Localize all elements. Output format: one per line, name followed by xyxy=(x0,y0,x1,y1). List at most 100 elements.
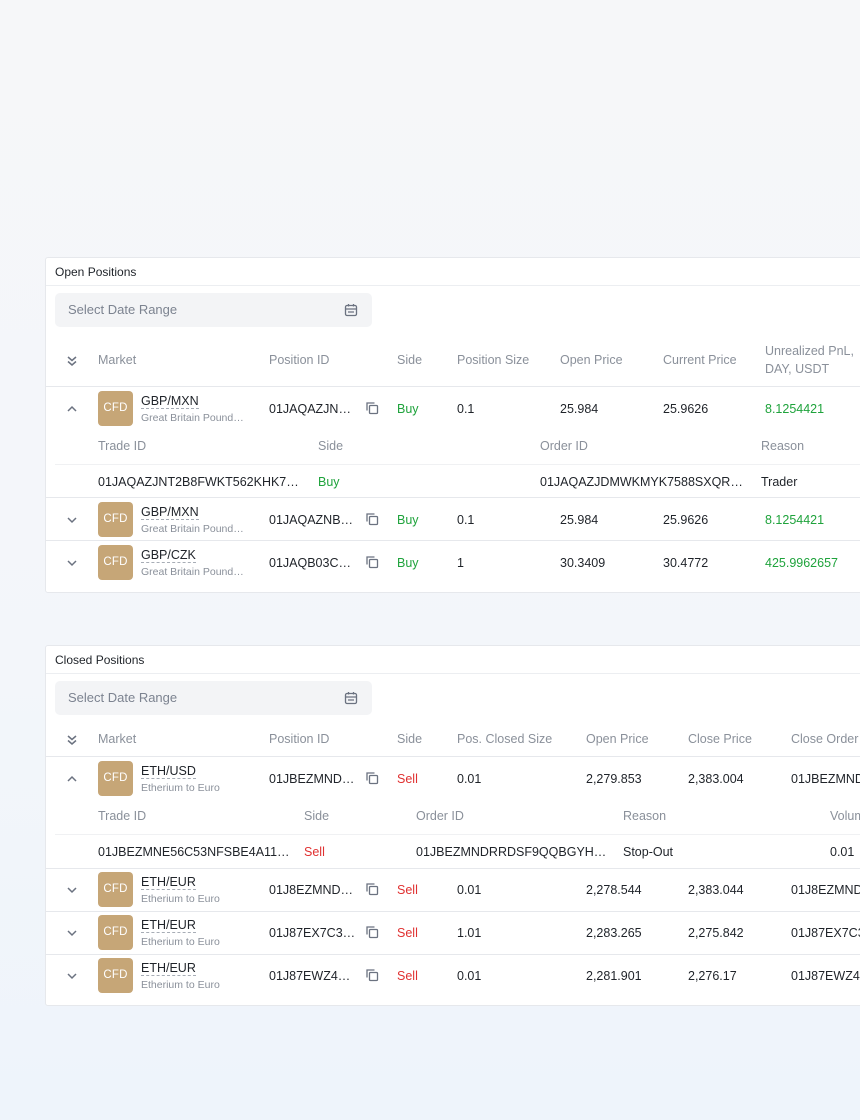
market-name: Great Britain Pound… xyxy=(141,523,244,535)
close-price-value: 2,275.842 xyxy=(688,926,744,940)
market-symbol[interactable]: ETH/EUR xyxy=(141,875,196,890)
market-symbol[interactable]: ETH/USD xyxy=(141,764,196,779)
detail-header-order-id: Order ID xyxy=(416,809,464,823)
open-price-value: 25.984 xyxy=(560,513,599,527)
position-id: 01JAQAZJN… xyxy=(269,402,351,416)
close-order-value: 01J87EWZ4 xyxy=(791,969,860,983)
header-market[interactable]: Market xyxy=(98,732,137,746)
cfd-badge: CFD xyxy=(98,545,133,580)
close-price-value: 2,383.004 xyxy=(688,772,744,786)
open-price-value: 2,279.853 xyxy=(586,772,642,786)
current-price-value: 30.4772 xyxy=(663,556,709,570)
detail-reason: Trader xyxy=(761,475,798,489)
header-market[interactable]: Market xyxy=(98,353,137,367)
detail-trade-id: 01JAQAZJNT2B8FWKT562KHK7… xyxy=(98,475,299,489)
position-id: 01JAQAZNB… xyxy=(269,513,354,527)
close-price-value: 2,276.17 xyxy=(688,969,737,983)
cfd-badge: CFD xyxy=(98,915,133,950)
closed-date-range-picker[interactable]: Select Date Range xyxy=(55,681,372,715)
market-name: Great Britain Pound… xyxy=(141,412,244,424)
chevron-down-icon[interactable] xyxy=(65,513,79,527)
header-unrealized-pnl[interactable]: Unrealized PnL, xyxy=(765,344,854,358)
market-symbol[interactable]: ETH/EUR xyxy=(141,918,196,933)
market-symbol[interactable]: ETH/EUR xyxy=(141,961,196,976)
detail-header-order-id: Order ID xyxy=(540,439,588,453)
position-id: 01J87EX7C3… xyxy=(269,926,356,940)
header-current-price[interactable]: Current Price xyxy=(663,353,737,367)
cfd-badge: CFD xyxy=(98,391,133,426)
position-id: 01J8EZMND… xyxy=(269,883,354,897)
open-price-value: 30.3409 xyxy=(560,556,606,570)
header-side[interactable]: Side xyxy=(397,732,423,746)
detail-order-id: 01JAQAZJDMWKMYK7588SXQR… xyxy=(540,475,743,489)
market-name: Etherium to Euro xyxy=(141,936,220,948)
detail-side: Sell xyxy=(304,845,325,859)
detail-order-id: 01JBEZMNDRRDSF9QQBGYH… xyxy=(416,845,607,859)
open-date-range-picker[interactable]: Select Date Range xyxy=(55,293,372,327)
header-open-price[interactable]: Open Price xyxy=(586,732,649,746)
detail-header-reason: Reason xyxy=(761,439,805,453)
calendar-icon xyxy=(344,304,358,317)
header-side[interactable]: Side xyxy=(397,353,423,367)
closed-size-value: 1.01 xyxy=(457,926,482,940)
calendar-icon xyxy=(344,692,358,705)
current-price-value: 25.9626 xyxy=(663,513,709,527)
side-value: Sell xyxy=(397,969,418,983)
side-value: Buy xyxy=(397,513,419,527)
header-close-order[interactable]: Close Order xyxy=(791,732,859,746)
position-id: 01J87EWZ4… xyxy=(269,969,351,983)
copy-icon[interactable] xyxy=(365,555,379,569)
market-symbol[interactable]: GBP/MXN xyxy=(141,394,199,409)
copy-icon[interactable] xyxy=(365,882,379,896)
header-position-size[interactable]: Position Size xyxy=(457,353,530,367)
date-range-placeholder: Select Date Range xyxy=(68,690,178,705)
side-value: Sell xyxy=(397,772,418,786)
detail-header-trade-id: Trade ID xyxy=(98,809,147,823)
copy-icon[interactable] xyxy=(365,968,379,982)
closed-size-value: 0.01 xyxy=(457,883,482,897)
unrealized-pnl-value: 425.9962657 xyxy=(765,556,838,570)
position-size-value: 0.1 xyxy=(457,402,475,416)
market-name: Etherium to Euro xyxy=(141,979,220,991)
header-position-id[interactable]: Position ID xyxy=(269,732,330,746)
market-symbol[interactable]: GBP/MXN xyxy=(141,505,199,520)
header-close-price[interactable]: Close Price xyxy=(688,732,752,746)
chevron-up-icon[interactable] xyxy=(65,402,79,416)
close-order-value: 01JBEZMND xyxy=(791,772,860,786)
market-name: Etherium to Euro xyxy=(141,782,220,794)
copy-icon[interactable] xyxy=(365,401,379,415)
chevron-down-icon[interactable] xyxy=(65,883,79,897)
cfd-badge: CFD xyxy=(98,872,133,907)
side-value: Buy xyxy=(397,402,419,416)
header-position-id[interactable]: Position ID xyxy=(269,353,330,367)
position-size-value: 0.1 xyxy=(457,513,475,527)
detail-header-trade-id: Trade ID xyxy=(98,439,147,453)
copy-icon[interactable] xyxy=(365,771,379,785)
side-value: Sell xyxy=(397,926,418,940)
market-name: Great Britain Pound… xyxy=(141,566,244,578)
collapse-all-icon[interactable] xyxy=(65,354,79,368)
chevron-down-icon[interactable] xyxy=(65,969,79,983)
chevron-down-icon[interactable] xyxy=(65,556,79,570)
detail-header-side: Side xyxy=(304,809,330,823)
copy-icon[interactable] xyxy=(365,925,379,939)
close-order-value: 01J87EX7C3 xyxy=(791,926,860,940)
chevron-up-icon[interactable] xyxy=(65,772,79,786)
header-closed-size[interactable]: Pos. Closed Size xyxy=(457,732,553,746)
date-range-placeholder: Select Date Range xyxy=(68,302,178,317)
unrealized-pnl-value: 8.1254421 xyxy=(765,402,825,416)
side-value: Buy xyxy=(397,556,419,570)
closed-size-value: 0.01 xyxy=(457,772,482,786)
collapse-all-icon[interactable] xyxy=(65,733,79,747)
market-symbol[interactable]: GBP/CZK xyxy=(141,548,196,563)
close-order-value: 01J8EZMND xyxy=(791,883,860,897)
chevron-down-icon[interactable] xyxy=(65,926,79,940)
open-price-value: 25.984 xyxy=(560,402,599,416)
header-open-price[interactable]: Open Price xyxy=(560,353,623,367)
copy-icon[interactable] xyxy=(365,512,379,526)
detail-header-volume: Volume xyxy=(830,809,860,823)
closed-positions-title: Closed Positions xyxy=(46,646,860,674)
current-price-value: 25.9626 xyxy=(663,402,709,416)
closed-size-value: 0.01 xyxy=(457,969,482,983)
detail-trade-id: 01JBEZMNE56C53NFSBE4A11… xyxy=(98,845,290,859)
